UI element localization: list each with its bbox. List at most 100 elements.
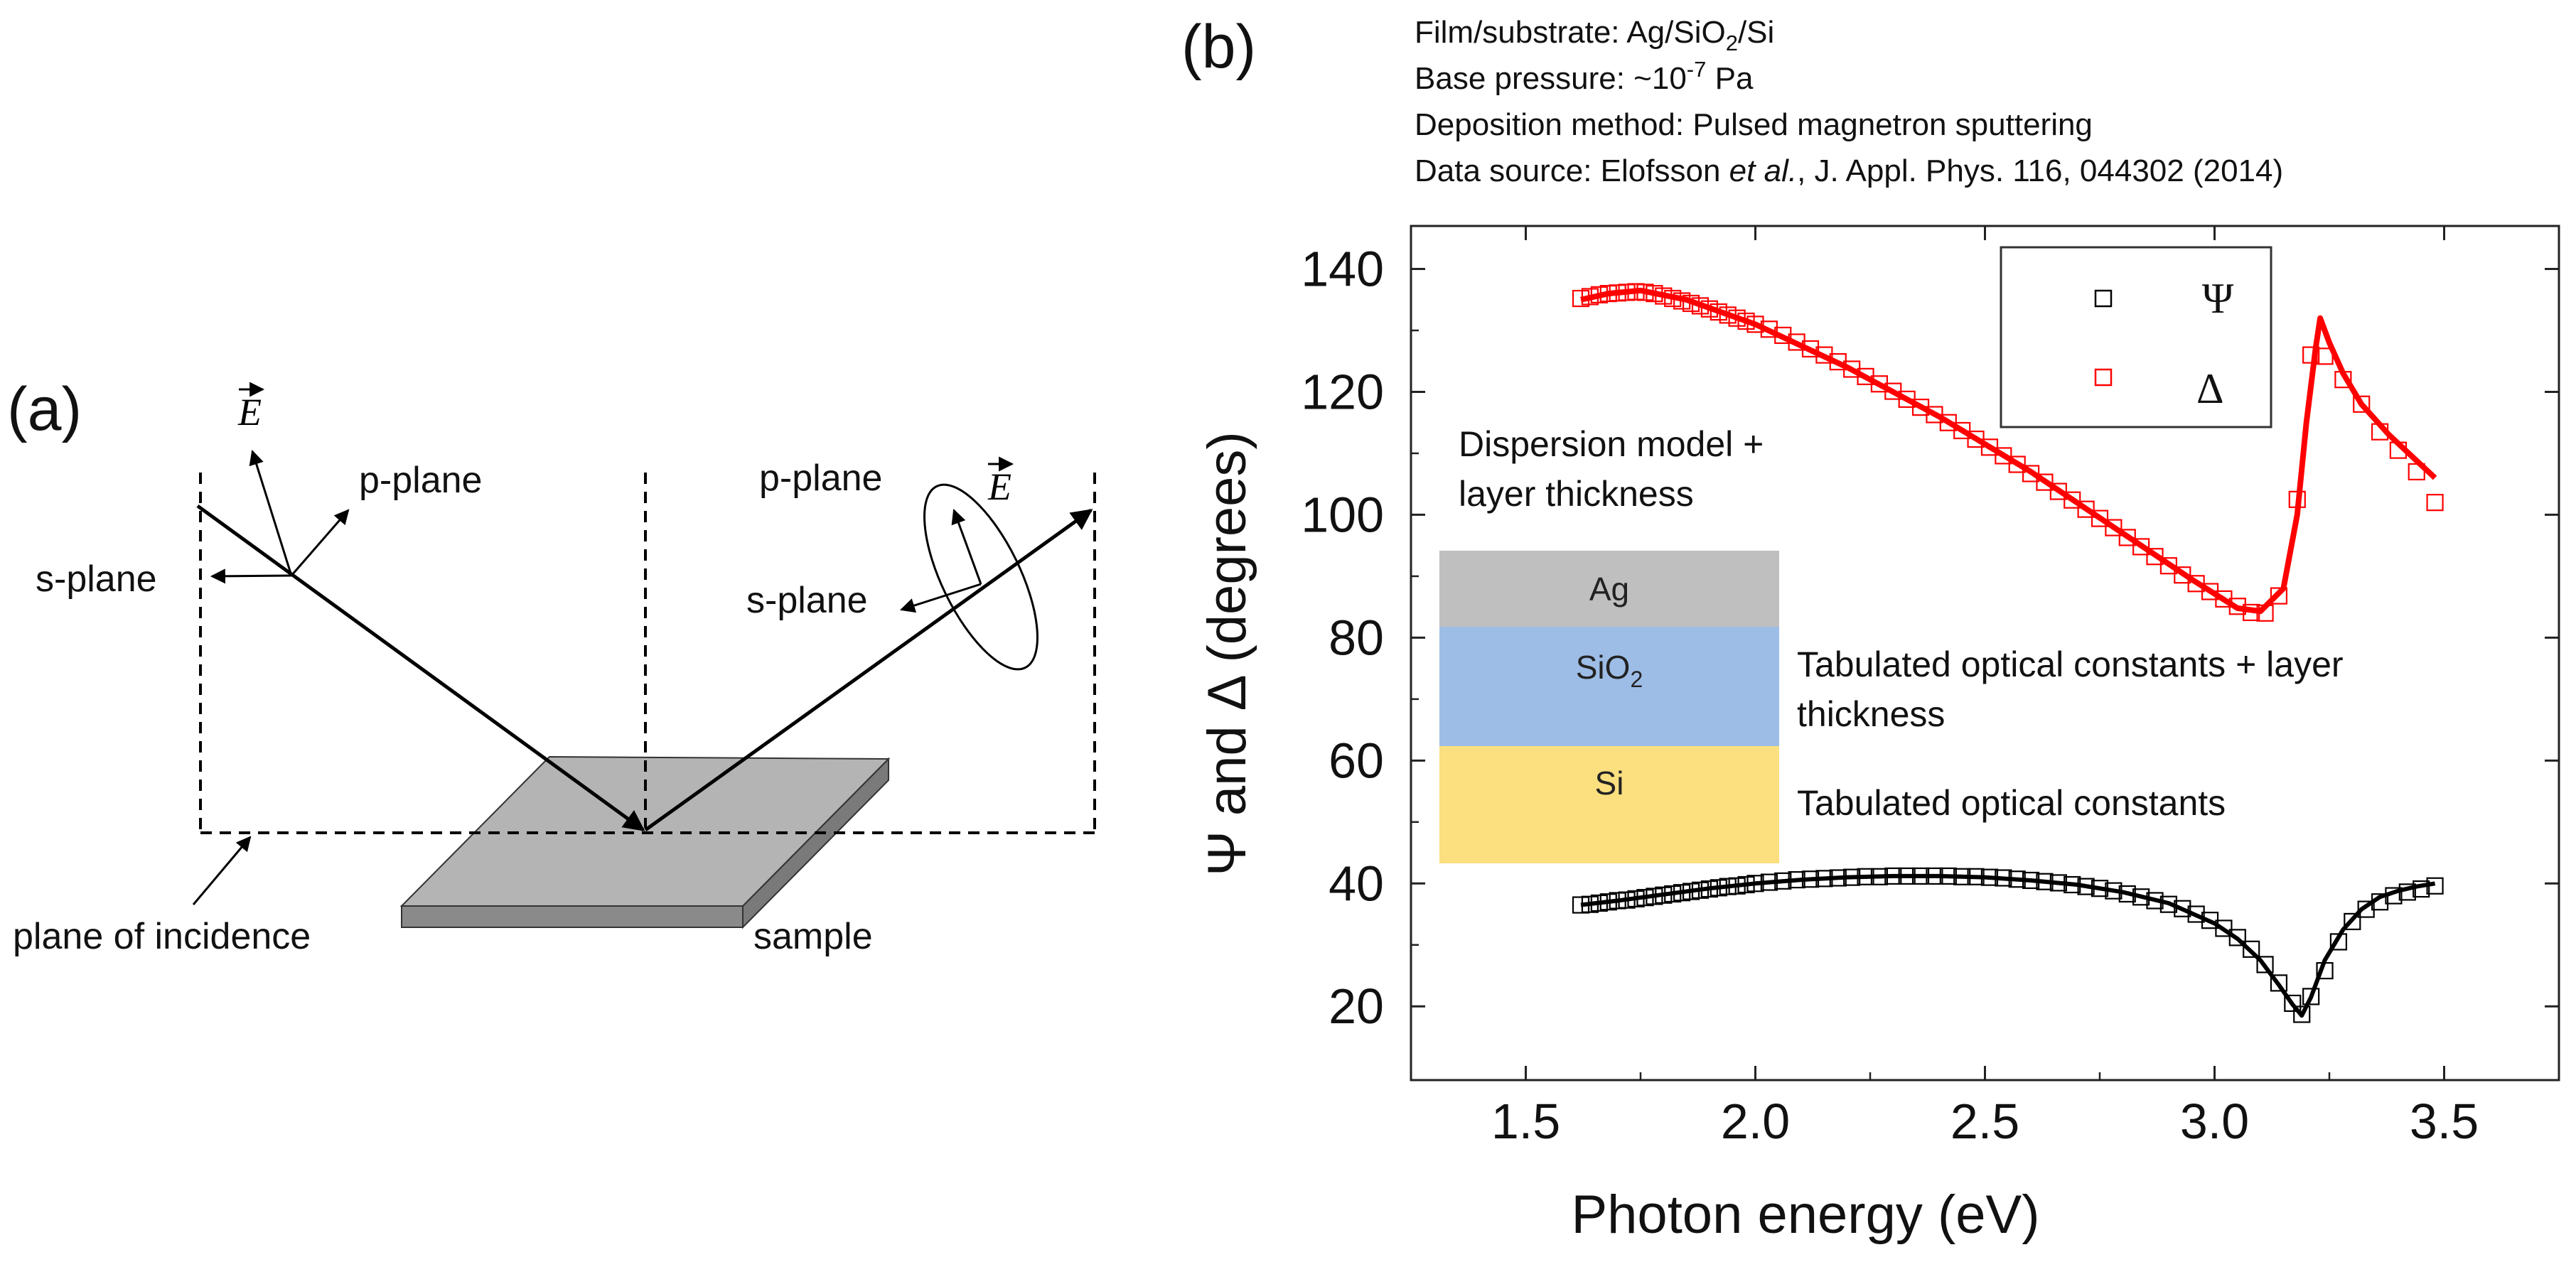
x-tick-label: 2.5 [1950,1094,2019,1149]
psi-data-point [1655,886,1673,904]
delta-data-point [1646,285,1663,303]
x-tick-label: 1.5 [1491,1094,1560,1149]
delta-data-point [1636,284,1654,301]
delta-data-point [1719,306,1737,324]
psi-data-point [1995,869,2012,887]
delta-data-point [1746,316,1764,333]
layer-stack: Ag SiO2 Si [1439,551,1779,863]
incident-beam [196,504,645,832]
delta-data-point [2371,423,2389,441]
delta-data-point [1627,283,1645,301]
psi-data-point [1760,873,1778,891]
sio2-layer-label: SiO2 [1576,649,1643,692]
psi-data-point [1710,879,1727,897]
delta-data-point [2077,500,2095,518]
psi-data-point [1673,884,1691,902]
panel-b-label: (b) [1181,13,1256,81]
psi-data-point [2049,874,2067,892]
reflected-field-vectors [900,509,982,613]
psi-data-point [2316,961,2334,980]
legend-psi-label: Ψ [2202,275,2234,322]
psi-data-point [1599,893,1617,911]
info-block: Film/substrate: Ag/SiO2/Si Base pressure… [1415,15,2283,188]
delta-data-point [1980,438,1999,456]
delta-data-point [1737,312,1755,330]
psi-data-point [2159,895,2177,913]
delta-data-point [2228,598,2246,615]
psi-data-point [1581,895,1599,913]
psi-data-point [2243,940,2260,958]
annotation-si-1: Tabulated optical constants [1797,783,2226,823]
psi-data-point [2036,873,2054,890]
delta-data-point [2159,557,2177,575]
psi-data-point [2008,870,2026,888]
psi-data-point [2413,880,2430,898]
psi-data-point [1884,867,1902,885]
delta-data-point [2256,604,2274,622]
psi-data-point [2329,933,2348,951]
delta-data-point [2243,603,2260,622]
psi-data-point [1682,883,1700,900]
psi-data-point [1719,878,1737,895]
y-tick-label: 20 [1329,978,1384,1034]
si-layer-label: Si [1595,765,1624,802]
info-line-4: Data source: Elofsson et al., J. Appl. P… [1415,153,2283,188]
delta-data-point [2118,529,2136,546]
delta-data-point [2174,566,2191,584]
psi-data-point [1843,868,1861,886]
annotation-sio2-1: Tabulated optical constants + layer [1797,645,2344,684]
psi-data-point [2270,974,2288,992]
delta-data-point [1728,309,1746,327]
delta-data-point [1618,284,1636,301]
delta-data-point [1788,333,1805,351]
panel-a-label: (a) [7,375,82,443]
delta-data-point [2270,587,2288,605]
legend-box [2000,246,2272,428]
psi-data-point [2426,877,2444,895]
psi-data-point [1627,890,1645,907]
delta-data-point [1590,286,1608,303]
psi-data-point [1746,875,1764,892]
psi-data-point [2256,956,2274,974]
psi-data-point [1939,867,1957,885]
psi-data-point [1728,877,1746,895]
delta-data-point [1700,300,1718,318]
annotation-sio2-2: thickness [1797,694,1945,734]
delta-data-point [2353,395,2371,413]
y-tick-label: 120 [1301,364,1384,419]
s-plane-right-label: s-plane [746,580,868,621]
delta-data-point [2091,509,2109,527]
info-line-1: Film/substrate: Ag/SiO2/Si [1415,15,1774,55]
psi-data-point [2284,994,2302,1013]
layer-annotations: Dispersion model + layer thickness Tabul… [1459,424,2344,823]
psi-data-point [1801,870,1820,888]
psi-data-point [1700,880,1718,898]
psi-data-point [1898,867,1916,885]
delta-data-point [1609,284,1626,302]
delta-data-point [2036,473,2054,491]
psi-data-point [2228,929,2246,946]
psi-data-point [1857,868,1874,885]
plane-of-incidence-pointer [192,836,252,905]
psi-data-point [2344,912,2361,930]
delta-data-point [1710,303,1727,321]
x-tick-label: 3.0 [2180,1094,2249,1149]
delta-data-point [2049,482,2067,500]
ag-layer-label: Ag [1589,571,1629,608]
delta-data-point [1801,340,1820,358]
delta-data-point [2288,490,2306,508]
psi-data-point [2385,887,2403,905]
psi-data-point [1980,868,1999,886]
sio2-layer [1439,627,1779,746]
y-axis-title: Ψ and Δ (degrees) [1197,431,1257,875]
polarization-ellipse [923,483,1039,671]
delta-data-point [2302,346,2320,364]
x-tick-label: 3.5 [2410,1094,2479,1149]
psi-data-point [2146,892,2164,910]
legend-delta-marker [2094,368,2113,387]
delta-data-point [2426,494,2444,512]
plane-of-incidence-label: plane of incidence [13,916,311,957]
y-tick-label: 40 [1329,856,1384,911]
x-tick-label: 2.0 [1721,1094,1790,1149]
